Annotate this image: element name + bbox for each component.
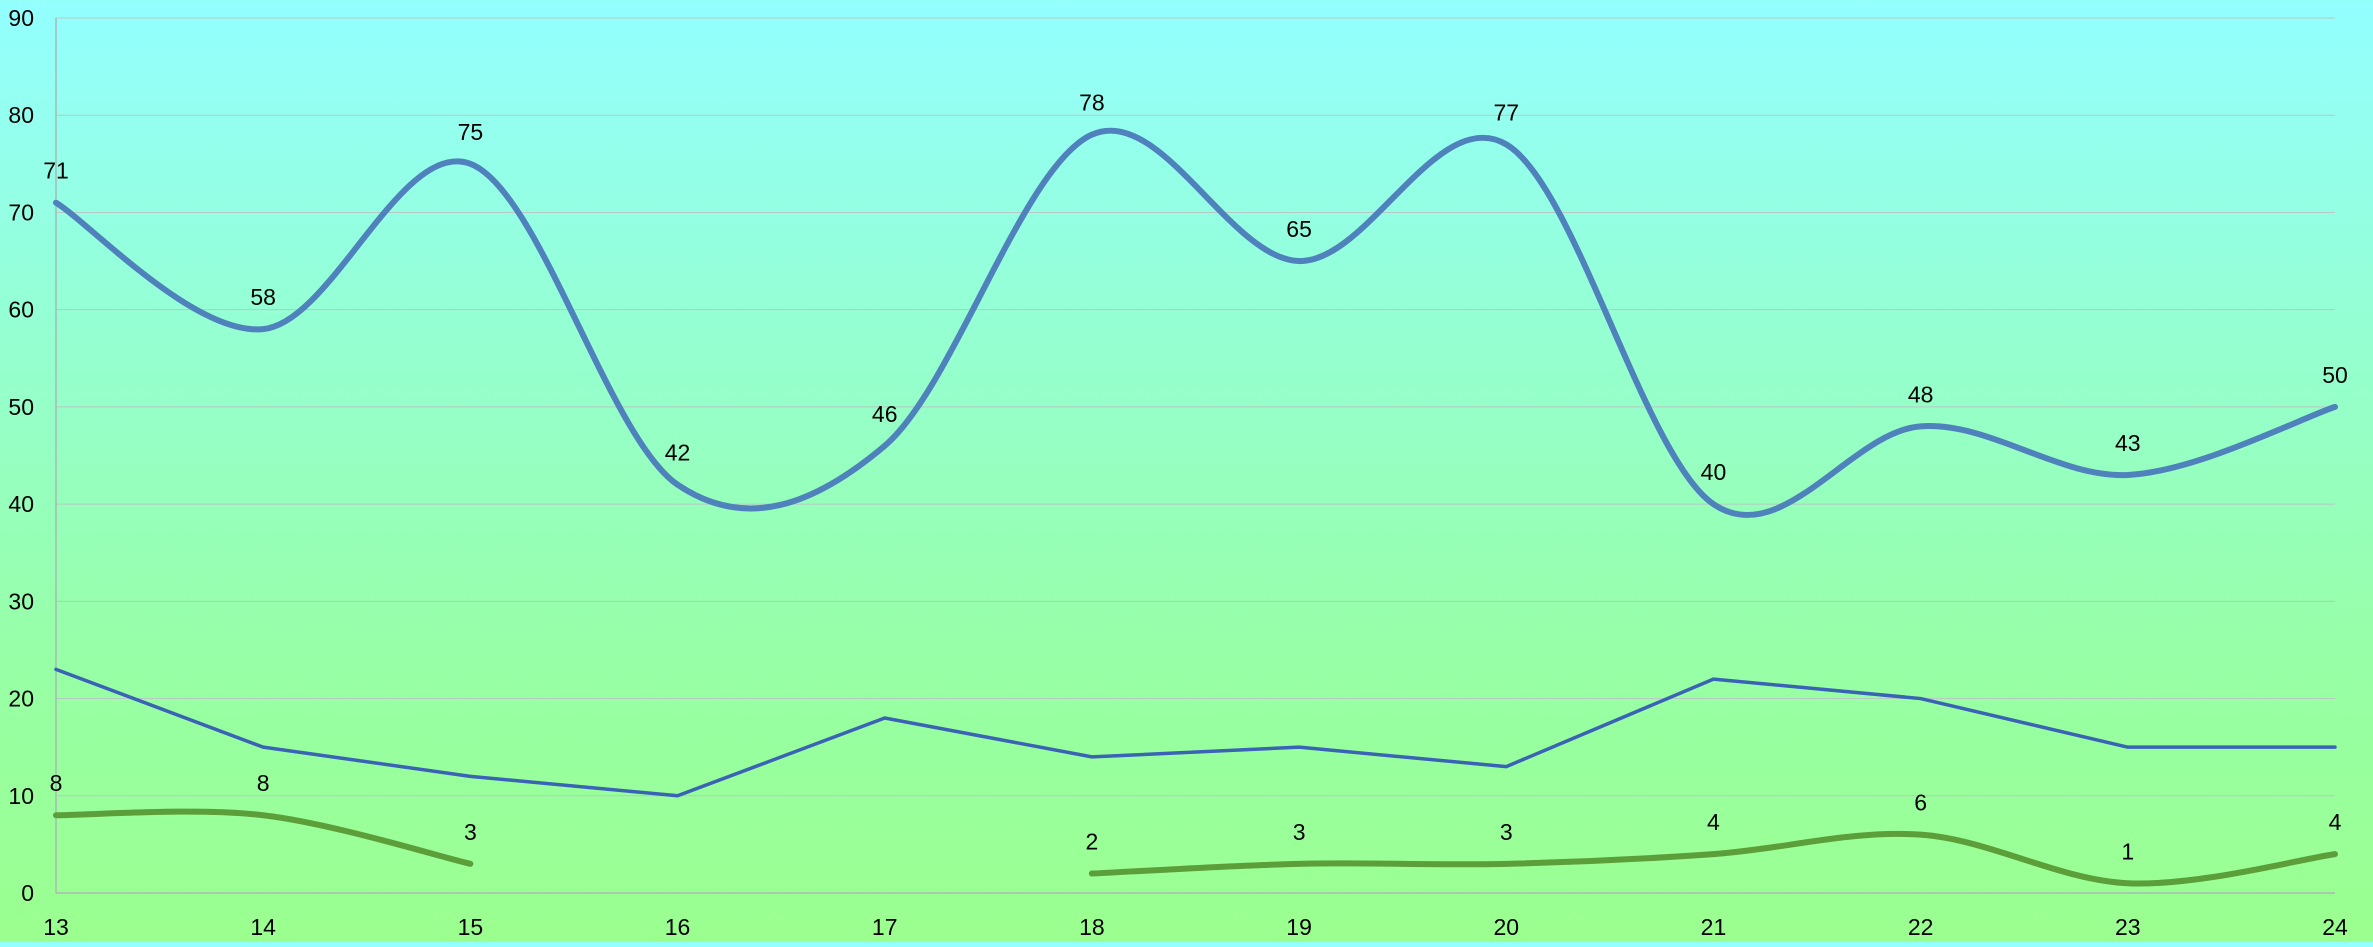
gridlines <box>56 17 2335 797</box>
x-tick-label: 24 <box>2322 914 2348 940</box>
series-line-3 <box>1088 830 2338 887</box>
data-label: 40 <box>1701 459 1727 485</box>
data-label: 65 <box>1286 216 1312 242</box>
series-line-2 <box>54 667 2337 798</box>
data-label: 43 <box>2115 430 2141 456</box>
data-label: 3 <box>1293 819 1306 845</box>
y-tick-label: 60 <box>8 297 34 323</box>
y-tick-label: 10 <box>8 783 34 809</box>
x-tick-label: 17 <box>872 914 898 940</box>
data-label: 75 <box>458 119 484 145</box>
data-label: 78 <box>1079 90 1105 116</box>
data-label: 77 <box>1493 99 1519 125</box>
series-line-3 <box>53 808 474 867</box>
data-label: 8 <box>257 770 270 796</box>
data-label: 46 <box>872 401 898 427</box>
data-label: 50 <box>2322 362 2348 388</box>
data-label: 71 <box>43 158 69 184</box>
data-label: 2 <box>1086 829 1099 855</box>
series-line-1 <box>53 127 2338 518</box>
x-tick-label: 15 <box>458 914 484 940</box>
data-label: 48 <box>1908 381 1934 407</box>
data-label: 1 <box>2121 838 2134 864</box>
y-tick-label: 90 <box>8 5 34 31</box>
data-label: 3 <box>464 819 477 845</box>
x-tick-label: 21 <box>1701 914 1727 940</box>
data-label: 4 <box>2329 809 2342 835</box>
x-tick-label: 14 <box>250 914 276 940</box>
data-label: 58 <box>250 284 276 310</box>
data-label: 3 <box>1500 819 1513 845</box>
y-tick-label: 70 <box>8 199 34 225</box>
x-tick-label: 18 <box>1079 914 1105 940</box>
data-label: 4 <box>1707 809 1720 835</box>
y-tick-label: 0 <box>21 880 34 906</box>
x-tick-label: 13 <box>43 914 69 940</box>
y-tick-label: 80 <box>8 102 34 128</box>
y-tick-label: 40 <box>8 491 34 517</box>
x-tick-label: 19 <box>1286 914 1312 940</box>
data-label: 8 <box>50 770 63 796</box>
data-label: 42 <box>665 440 691 466</box>
series-lines <box>53 127 2338 887</box>
y-tick-label: 20 <box>8 686 34 712</box>
x-tick-label: 16 <box>665 914 691 940</box>
x-tick-label: 23 <box>2115 914 2141 940</box>
y-tick-label: 50 <box>8 394 34 420</box>
y-tick-label: 30 <box>8 588 34 614</box>
data-label: 6 <box>1914 790 1927 816</box>
x-tick-label: 22 <box>1908 914 1934 940</box>
x-tick-label: 20 <box>1493 914 1519 940</box>
